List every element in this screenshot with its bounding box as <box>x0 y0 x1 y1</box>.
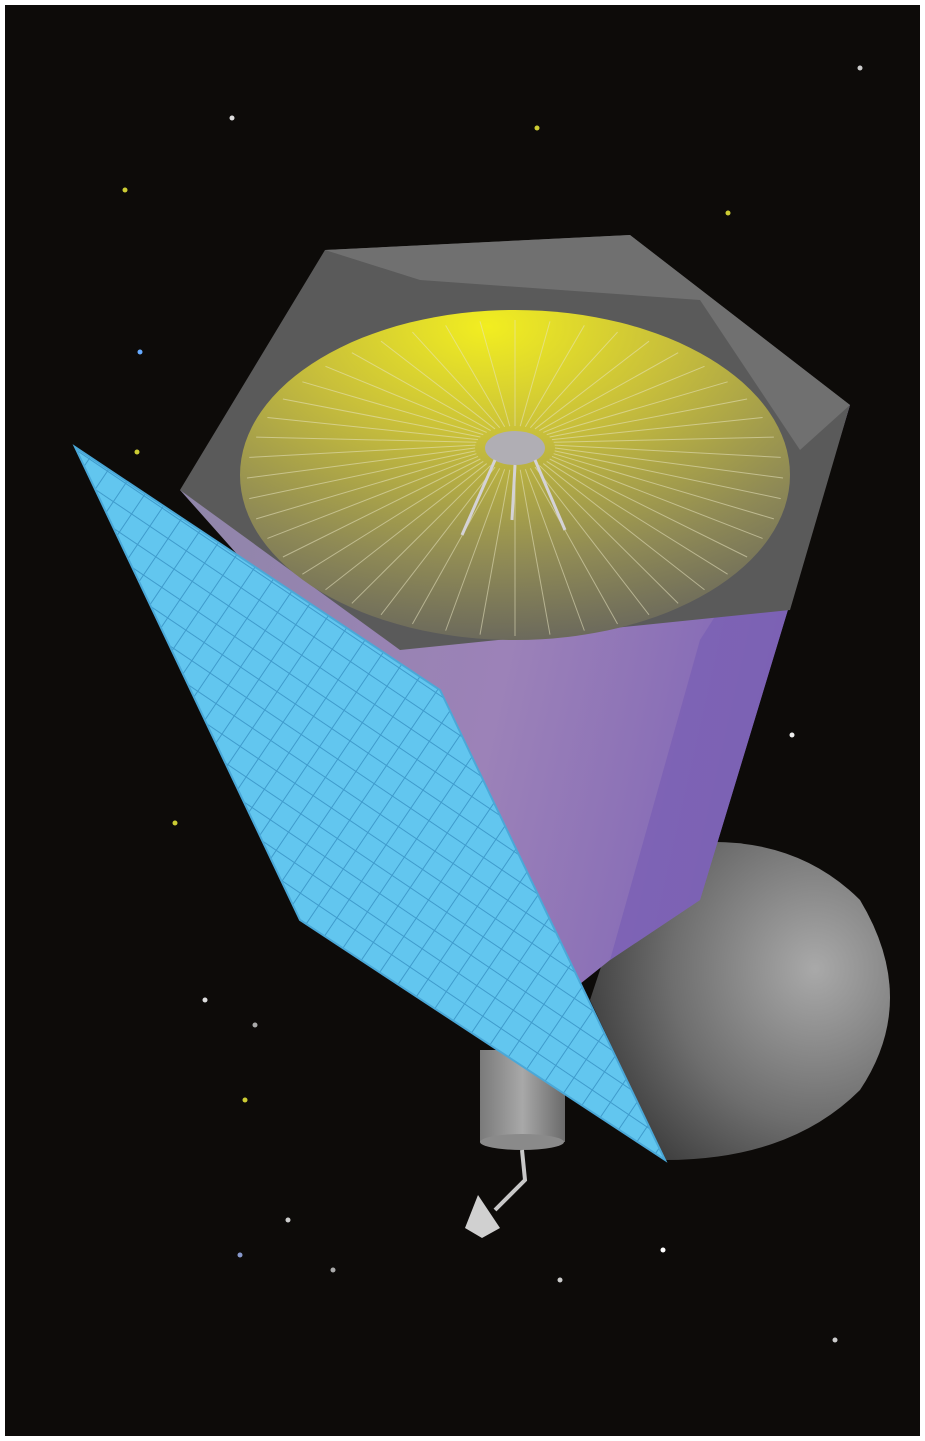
mirror-rib <box>553 453 775 520</box>
stars <box>122 65 863 1343</box>
mirror-rib <box>554 444 781 458</box>
mirror-rib <box>546 381 728 436</box>
module-base <box>480 1134 564 1150</box>
star <box>252 1022 258 1028</box>
star <box>557 1277 563 1283</box>
mirror-rib <box>445 325 506 428</box>
mirror-rib <box>325 365 487 433</box>
struts <box>460 459 567 536</box>
mirror-rib <box>249 444 476 458</box>
star <box>285 1217 291 1223</box>
mirror-rib <box>267 417 479 441</box>
mirror-rib <box>380 340 496 430</box>
mirror-rib <box>551 417 763 441</box>
antenna-dish <box>465 1195 500 1238</box>
mirror-rib <box>539 352 679 431</box>
mirror-rib <box>538 465 679 604</box>
mirror-rib <box>542 463 705 591</box>
mirror-rib <box>546 460 728 575</box>
mirror-ribs <box>246 320 784 636</box>
star <box>534 125 540 131</box>
star <box>330 1267 336 1273</box>
mirror-rib <box>534 466 650 616</box>
secondary-mirror <box>485 431 545 465</box>
mirror-rib <box>519 321 551 427</box>
star <box>137 349 143 355</box>
mirror-rib <box>246 447 476 479</box>
mirror-rib <box>412 468 501 625</box>
mirror-rib <box>282 398 481 438</box>
mirror-rib <box>380 466 496 616</box>
mirror-rib <box>282 458 481 558</box>
mirror-rib <box>267 455 479 539</box>
strut <box>510 464 517 521</box>
mirror-rib <box>479 321 511 427</box>
star <box>725 210 731 216</box>
star <box>134 449 140 455</box>
mirror-rib <box>249 450 476 500</box>
mirror-rib <box>529 331 618 429</box>
mirror-rib <box>543 365 705 433</box>
star <box>172 820 178 826</box>
solar-panel <box>72 444 668 1163</box>
mirror-rib <box>412 331 501 429</box>
mirror-rib <box>554 450 781 500</box>
star <box>832 1337 838 1343</box>
mirror-rib <box>479 469 511 635</box>
mirror-rib <box>549 398 748 438</box>
mirror-rib <box>554 447 784 479</box>
mirror-rib <box>553 436 774 443</box>
mirror-rib <box>519 469 551 635</box>
mirror-rib <box>351 465 492 604</box>
mirror-rib <box>255 453 477 520</box>
antenna-boom <box>493 1149 528 1212</box>
star <box>202 997 208 1003</box>
rim-top <box>325 235 850 450</box>
mirror-rib <box>351 352 491 431</box>
star <box>237 1252 243 1258</box>
mirror-rib <box>445 469 506 631</box>
strut <box>460 459 497 536</box>
mirror-rib <box>256 436 477 443</box>
mirror-rib <box>302 381 484 436</box>
star <box>242 1097 248 1103</box>
mirror-rib <box>549 458 748 558</box>
strut <box>533 459 567 531</box>
mirror-rib <box>524 469 585 631</box>
mirror-rib <box>524 325 585 428</box>
star <box>229 115 235 121</box>
mirror-rib <box>302 460 484 575</box>
star <box>857 65 863 71</box>
mirror-rib <box>325 463 488 591</box>
mirror-rib <box>534 340 650 430</box>
mirror-rib <box>529 468 618 625</box>
star <box>660 1247 666 1253</box>
star <box>122 187 128 193</box>
mirror-rib <box>551 455 763 539</box>
star <box>789 732 795 738</box>
